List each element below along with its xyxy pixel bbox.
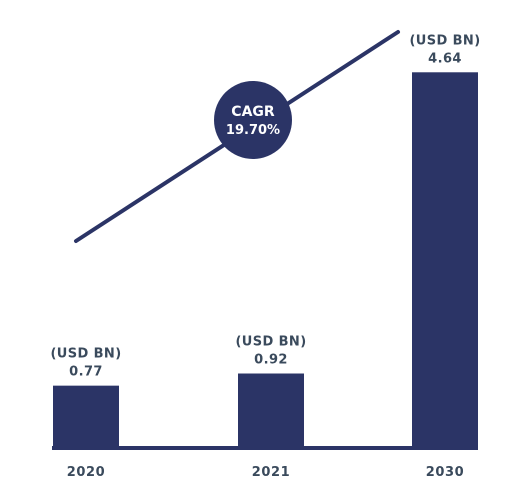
bar-unit-label-2030: (USD BN): [409, 33, 480, 48]
bar-2030: [412, 72, 478, 448]
cagr-label: CAGR: [231, 104, 275, 120]
x-tick-labels-group: 2020 2021 2030: [67, 465, 465, 480]
bar-2021: [238, 373, 304, 448]
bar-value-label-2030: 4.64: [428, 51, 462, 66]
x-tick-label-2021: 2021: [252, 465, 291, 480]
x-tick-label-2020: 2020: [67, 465, 106, 480]
x-tick-label-2030: 2030: [426, 465, 465, 480]
bar-value-label-2021: 0.92: [254, 353, 288, 368]
bar-unit-label-2020: (USD BN): [50, 347, 121, 362]
bar-unit-label-2021: (USD BN): [235, 335, 306, 350]
bar-value-label-2020: 0.77: [69, 365, 103, 380]
data-labels-group: (USD BN) 0.77 (USD BN) 0.92 (USD BN) 4.64: [50, 33, 480, 379]
bars-group: [53, 72, 478, 448]
cagr-badge: CAGR 19.70%: [214, 81, 292, 159]
cagr-value: 19.70%: [226, 123, 280, 138]
bar-2020: [53, 385, 119, 448]
cagr-circle: [214, 81, 292, 159]
